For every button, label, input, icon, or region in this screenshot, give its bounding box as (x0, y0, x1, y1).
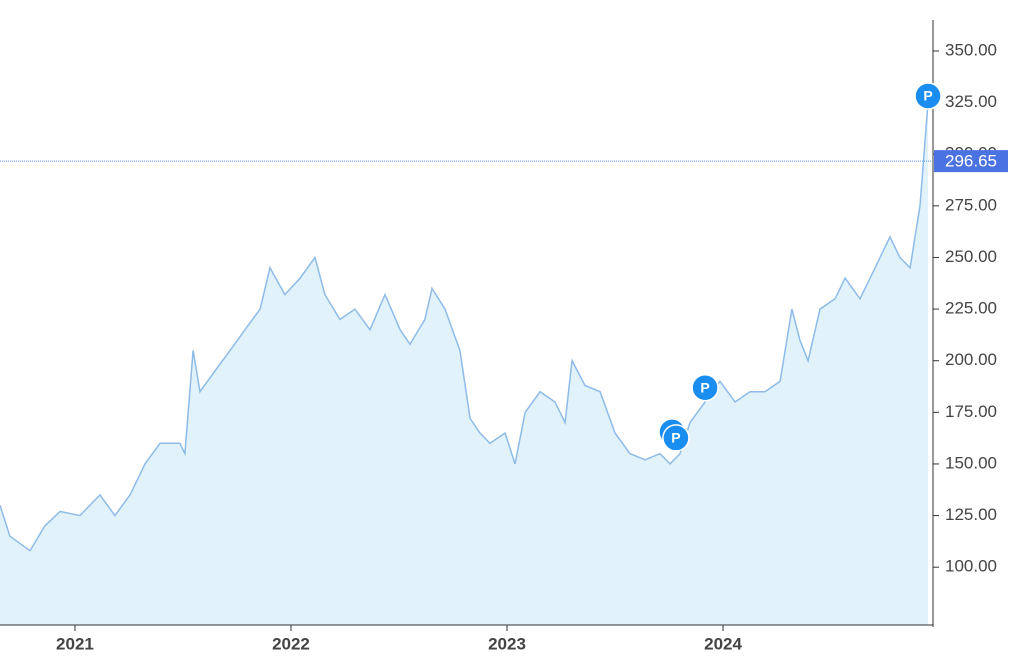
y-tick-label: 225.00 (945, 299, 997, 318)
x-tick-label: 2023 (488, 634, 526, 653)
marker-label: P (700, 379, 709, 395)
y-tick-label: 350.00 (945, 40, 997, 59)
y-tick-label: 150.00 (945, 453, 997, 472)
price-line (0, 102, 929, 552)
last-price-label: 296.65 (945, 152, 997, 171)
x-tick-label: 2021 (56, 634, 94, 653)
event-marker: P (662, 424, 690, 452)
event-marker: P (691, 373, 719, 402)
y-tick-label: 125.00 (945, 505, 997, 524)
marker-dot (914, 82, 942, 110)
y-tick-label: 325.00 (945, 92, 997, 111)
last-price-box (934, 150, 1008, 173)
y-tick-label: 100.00 (945, 557, 997, 576)
event-marker: P (914, 82, 942, 110)
area-fill (0, 102, 929, 626)
marker-dot (691, 373, 719, 402)
y-tick-label: 275.00 (945, 195, 997, 214)
marker-label: P (671, 430, 680, 446)
x-tick-label: 2024 (704, 634, 742, 653)
marker-label: P (923, 88, 932, 104)
marker-dot (662, 424, 690, 452)
x-tick-label: 2022 (272, 634, 310, 653)
y-tick-label: 250.00 (945, 247, 997, 266)
y-tick-label: 200.00 (945, 350, 997, 369)
y-tick-label: 175.00 (945, 402, 997, 421)
